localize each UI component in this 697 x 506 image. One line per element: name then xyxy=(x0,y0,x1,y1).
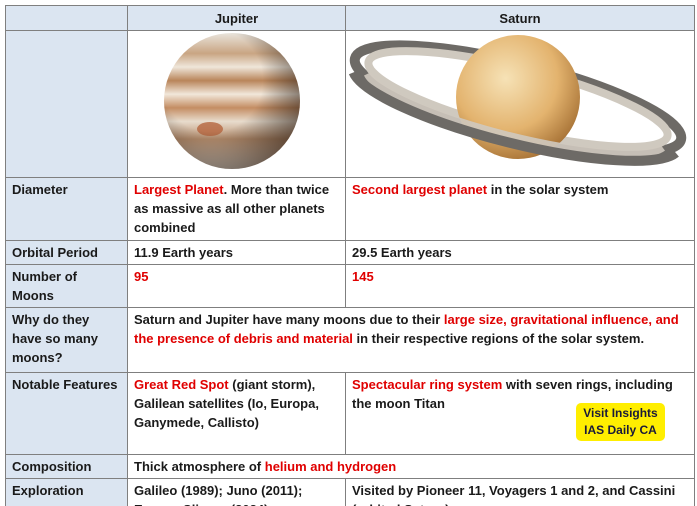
cell-text: Galileo (1989); Juno (2011); Europa Clip… xyxy=(134,483,302,506)
corner-cell xyxy=(6,6,128,31)
table-row: Exploration Galileo (1989); Juno (2011); … xyxy=(6,479,695,506)
row-cell: Largest Planet. More than twice as massi… xyxy=(128,178,346,241)
highlight-text: 95 xyxy=(134,269,148,284)
saturn-image-cell xyxy=(346,31,695,178)
row-cell: 95 xyxy=(128,265,346,308)
saturn-image xyxy=(346,31,694,172)
row-cell: Saturn and Jupiter have many moons due t… xyxy=(128,308,695,373)
cell-text: in the solar system xyxy=(487,182,608,197)
cell-text: 29.5 Earth years xyxy=(352,245,452,260)
jupiter-image xyxy=(128,31,345,172)
highlight-text: Great Red Spot xyxy=(134,377,229,392)
cell-text: Saturn and Jupiter have many moons due t… xyxy=(134,312,444,327)
highlight-text: Second largest planet xyxy=(352,182,487,197)
header-row: Jupiter Saturn xyxy=(6,6,695,31)
row-label: Diameter xyxy=(6,178,128,241)
highlight-text: helium and hydrogen xyxy=(265,459,396,474)
row-cell: Great Red Spot (giant storm), Galilean s… xyxy=(128,373,346,455)
cell-text: Thick atmosphere of xyxy=(134,459,265,474)
image-row xyxy=(6,31,695,178)
row-label: Orbital Period xyxy=(6,241,128,265)
row-cell: 145 xyxy=(346,265,695,308)
highlight-text: Largest Planet xyxy=(134,182,224,197)
highlight-text: 145 xyxy=(352,269,374,284)
cell-text: Visited by Pioneer 11, Voyagers 1 and 2,… xyxy=(352,483,675,506)
row-label: Exploration xyxy=(6,479,128,506)
page: Jupiter Saturn xyxy=(0,0,697,506)
empty-cell xyxy=(6,31,128,178)
row-label: Composition xyxy=(6,455,128,479)
table-row: Orbital Period 11.9 Earth years 29.5 Earth… xyxy=(6,241,695,265)
row-cell: 11.9 Earth years xyxy=(128,241,346,265)
jupiter-image-cell xyxy=(128,31,346,178)
header-cell: Saturn xyxy=(346,6,695,31)
cell-text: in their respective regions of the solar… xyxy=(353,331,644,346)
row-label: Why do they have so many moons? xyxy=(6,308,128,373)
row-label: Notable Features xyxy=(6,373,128,455)
cell-text: 11.9 Earth years xyxy=(134,245,233,260)
row-cell: Visited by Pioneer 11, Voyagers 1 and 2,… xyxy=(346,479,695,506)
table-row: Number of Moons 95 145 xyxy=(6,265,695,308)
header-cell: Jupiter xyxy=(128,6,346,31)
promo-badge[interactable]: Visit Insights IAS Daily CA xyxy=(576,403,665,441)
row-cell: Thick atmosphere of helium and hydrogen xyxy=(128,455,695,479)
row-cell: 29.5 Earth years xyxy=(346,241,695,265)
row-cell: Galileo (1989); Juno (2011); Europa Clip… xyxy=(128,479,346,506)
highlight-text: Spectacular ring system xyxy=(352,377,502,392)
table-row: Why do they have so many moons? Saturn an… xyxy=(6,308,695,373)
row-cell: Second largest planet in the solar syste… xyxy=(346,178,695,241)
row-label: Number of Moons xyxy=(6,265,128,308)
